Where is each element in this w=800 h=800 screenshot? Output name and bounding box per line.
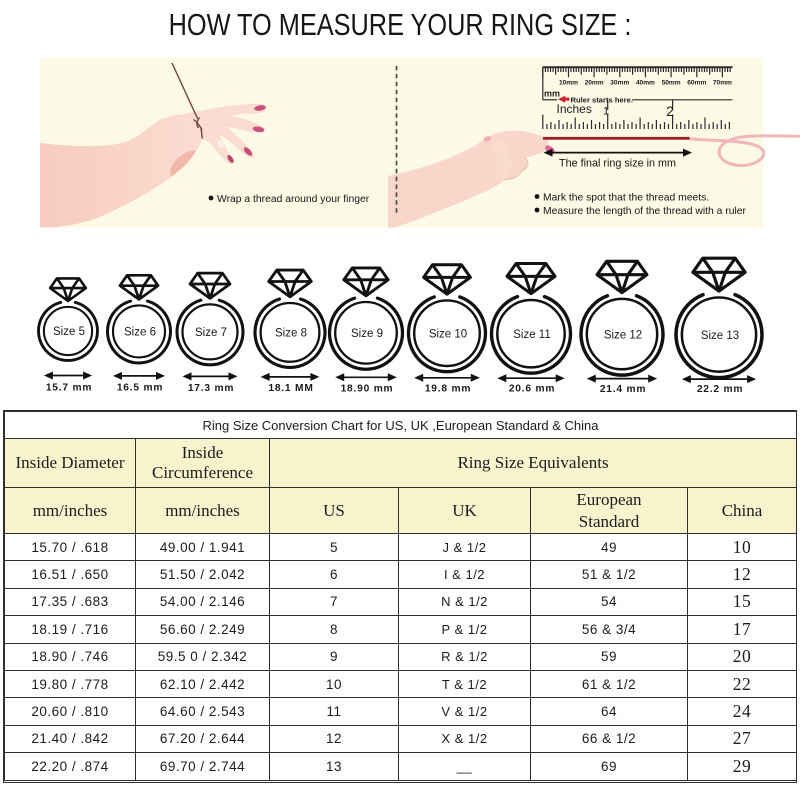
svg-text:18.1 MM: 18.1 MM: [268, 383, 313, 394]
svg-text:Size 6: Size 6: [124, 327, 156, 339]
svg-text:40mm: 40mm: [636, 80, 655, 87]
svg-text:20.6 mm: 20.6 mm: [509, 384, 555, 395]
svg-text:60mm: 60mm: [687, 80, 706, 87]
svg-text:Inches: Inches: [557, 102, 592, 116]
svg-text:Ruler starts here.: Ruler starts here.: [571, 96, 633, 105]
svg-text:18.90 mm: 18.90 mm: [341, 383, 394, 394]
svg-text:Wrap a thread around your fing: Wrap a thread around your finger: [217, 194, 370, 205]
svg-text:mm: mm: [544, 89, 560, 99]
svg-text:The final ring size in mm: The final ring size in mm: [559, 158, 676, 170]
svg-text:Measure the length of the thre: Measure the length of the thread with a …: [543, 206, 747, 217]
svg-text:2: 2: [666, 103, 674, 119]
svg-text:Size 5: Size 5: [53, 326, 85, 338]
svg-text:20mm: 20mm: [585, 80, 604, 87]
svg-text:Mark the spot that the thread: Mark the spot that the thread meets.: [543, 193, 709, 204]
svg-text:50mm: 50mm: [662, 80, 681, 87]
svg-text:70mm: 70mm: [713, 80, 732, 87]
svg-text:Size 12: Size 12: [604, 329, 642, 341]
svg-text:Size 7: Size 7: [195, 327, 227, 339]
svg-text:Size 11: Size 11: [513, 329, 551, 341]
svg-text:Size 8: Size 8: [275, 328, 307, 340]
svg-text:21.4 mm: 21.4 mm: [600, 384, 646, 395]
svg-text:15.7 mm: 15.7 mm: [46, 383, 92, 394]
svg-text:22.2 mm: 22.2 mm: [697, 384, 743, 395]
svg-text:Size 13: Size 13: [701, 330, 739, 342]
svg-text:19.8 mm: 19.8 mm: [425, 384, 471, 395]
svg-text:Size 10: Size 10: [429, 328, 467, 340]
svg-text:30mm: 30mm: [610, 80, 629, 87]
svg-text:16.5 mm: 16.5 mm: [117, 383, 163, 394]
svg-text:10mm: 10mm: [559, 80, 578, 87]
svg-text:17.3 mm: 17.3 mm: [188, 383, 234, 394]
svg-text:Size 9: Size 9: [351, 328, 383, 340]
svg-text:1: 1: [603, 106, 609, 118]
